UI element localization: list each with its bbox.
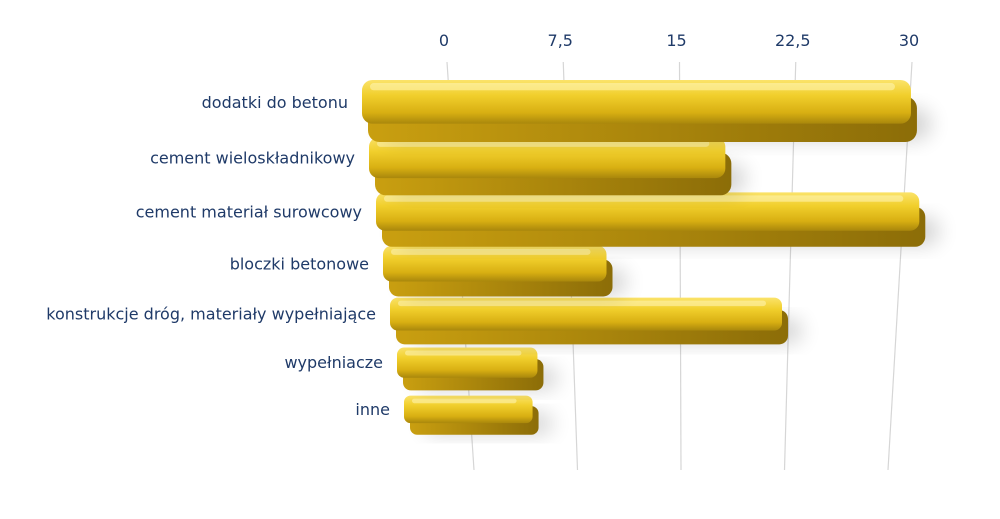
category-label: cement materiał surowcowy (136, 202, 362, 221)
category-axis: dodatki do betonu cement wieloskładnikowy… (46, 93, 390, 419)
category-label: konstrukcje dróg, materiały wypełniające (46, 305, 376, 324)
category-label: dodatki do betonu (202, 93, 348, 112)
bars-layer (362, 80, 940, 435)
bar (369, 137, 746, 196)
bar-highlight (370, 83, 895, 91)
x-tick-label: 0 (439, 31, 449, 50)
bar (376, 192, 940, 247)
bar-highlight (412, 398, 517, 404)
bar (383, 245, 627, 297)
x-tick-label: 30 (899, 31, 919, 50)
bar-highlight (391, 248, 591, 255)
category-label: cement wieloskładnikowy (150, 149, 355, 168)
category-label: bloczki betonowe (230, 254, 369, 273)
bar-highlight (405, 350, 522, 356)
bar (390, 297, 802, 345)
category-label: wypełniacze (284, 353, 383, 372)
x-tick-label: 22,5 (775, 31, 811, 50)
bar-highlight (384, 195, 904, 202)
bar-face (369, 137, 726, 179)
category-label: inne (355, 400, 390, 419)
x-axis: 0 7,5 15 22,5 30 (439, 31, 919, 50)
bar-highlight (398, 300, 766, 307)
bar-face (362, 80, 911, 124)
bar (404, 395, 553, 435)
bar-face (376, 192, 920, 231)
x-tick-label: 15 (666, 31, 686, 50)
x-tick-label: 7,5 (548, 31, 573, 50)
bar (362, 80, 931, 142)
bar (397, 347, 558, 391)
